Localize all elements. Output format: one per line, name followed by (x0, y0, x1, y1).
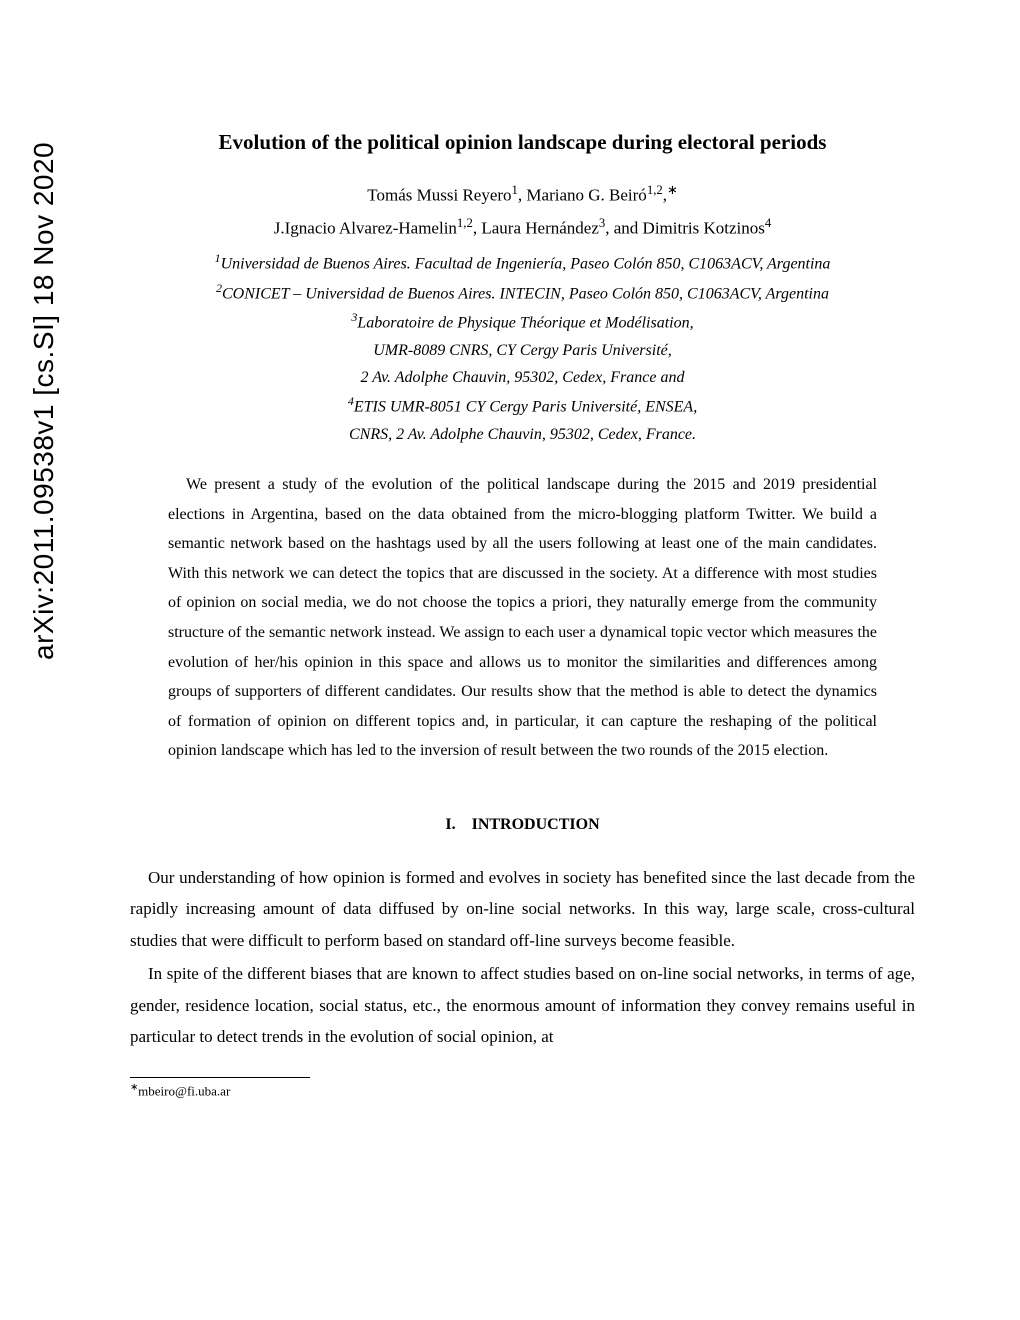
authors-line-1: Tomás Mussi Reyero1, Mariano G. Beiró1,2… (130, 183, 915, 206)
paper-title: Evolution of the political opinion lands… (130, 130, 915, 155)
footnote-rule (130, 1077, 310, 1078)
intro-text: Our understanding of how opinion is form… (130, 862, 915, 1053)
section-heading: I. INTRODUCTION (130, 816, 915, 834)
intro-paragraph-2: In spite of the different biases that ar… (130, 958, 915, 1052)
authors-line-2: J.Ignacio Alvarez-Hamelin1,2, Laura Hern… (130, 216, 915, 239)
page-content: Evolution of the political opinion lands… (130, 0, 915, 1099)
affiliations: 1Universidad de Buenos Aires. Facultad d… (130, 248, 915, 448)
abstract: We present a study of the evolution of t… (168, 470, 877, 766)
arxiv-stamp: arXiv:2011.09538v1 [cs.SI] 18 Nov 2020 (28, 142, 60, 660)
footnote: ∗mbeiro@fi.uba.ar (130, 1082, 915, 1099)
intro-paragraph-1: Our understanding of how opinion is form… (130, 862, 915, 956)
